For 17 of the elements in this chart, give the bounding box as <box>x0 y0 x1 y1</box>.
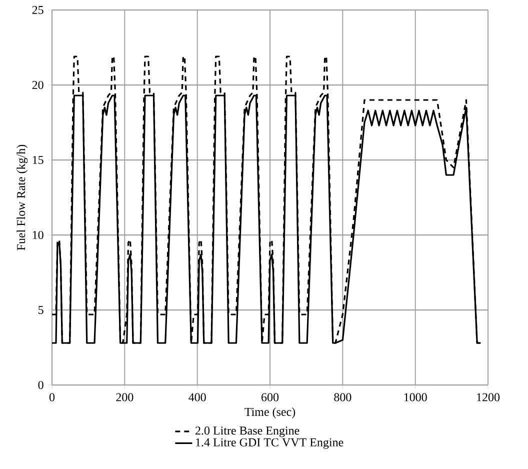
x-tick-label: 200 <box>116 393 134 402</box>
x-tick-label: 600 <box>262 393 279 402</box>
y-axis-title: Fuel Flow Rate (kg/h) <box>16 144 28 250</box>
y-tick-label: 25 <box>32 6 44 14</box>
x-tick-label: 1200 <box>477 393 500 402</box>
y-tick-label: 10 <box>32 230 44 240</box>
x-tick-label: 400 <box>188 393 206 402</box>
x-tick-label: 0 <box>49 393 55 402</box>
x-axis-title: Time (sec) <box>244 407 296 418</box>
y-tick-label: 20 <box>32 80 44 90</box>
y-tick-label: 0 <box>38 380 44 390</box>
legend-label: 2.0 Litre Base Engine <box>196 426 300 438</box>
y-tick-label: 5 <box>38 306 44 314</box>
x-tick-label: 1000 <box>404 393 427 402</box>
legend-label: 1.4 Litre GDI TC VVT Engine <box>196 438 344 449</box>
y-tick-label: 15 <box>32 156 44 164</box>
x-tick-label: 800 <box>334 393 352 402</box>
